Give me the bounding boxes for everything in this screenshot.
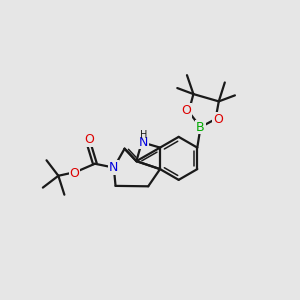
Text: H: H	[140, 130, 147, 140]
Text: N: N	[109, 161, 119, 174]
Text: N: N	[139, 136, 148, 149]
Text: O: O	[69, 167, 79, 180]
Text: B: B	[196, 121, 205, 134]
Text: O: O	[84, 133, 94, 146]
Text: O: O	[182, 104, 191, 117]
Text: O: O	[213, 113, 223, 126]
